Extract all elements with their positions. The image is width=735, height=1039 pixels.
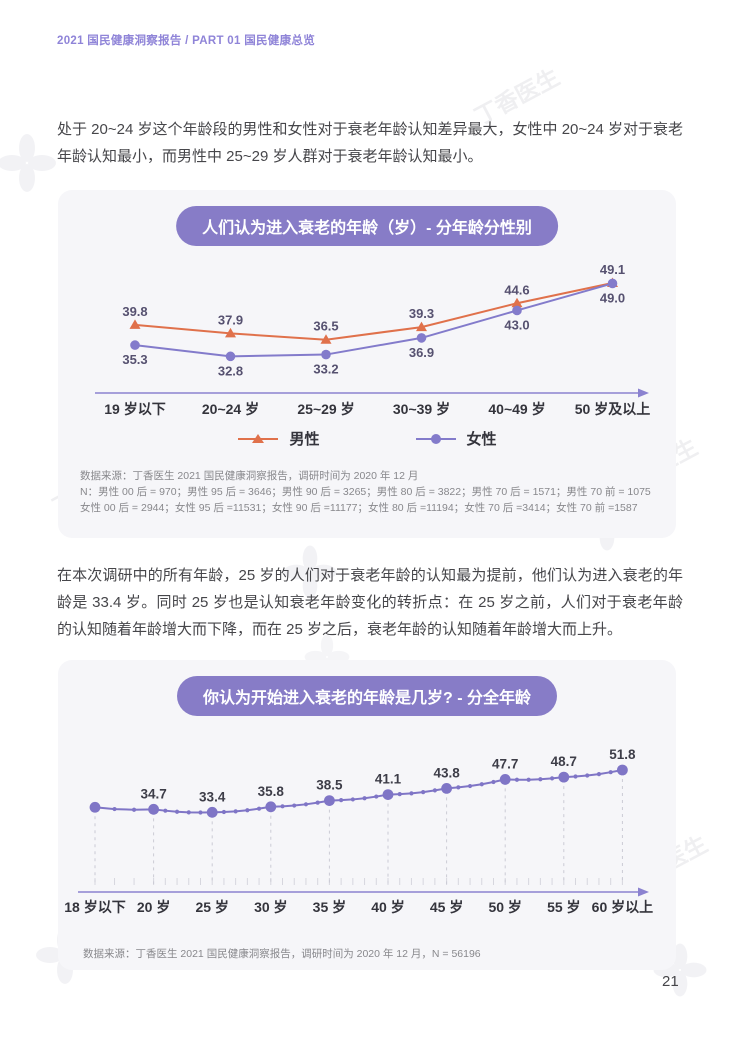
source-line: 女性 00 后 = 2944；女性 95 后 =11531；女性 90 后 =1… (80, 502, 638, 514)
svg-text:38.5: 38.5 (316, 778, 343, 793)
svg-text:35.3: 35.3 (122, 352, 147, 367)
svg-text:41.1: 41.1 (375, 772, 402, 787)
chart-title-badge: 人们认为进入衰老的年龄（岁）- 分年龄分性别 (176, 206, 558, 246)
legend-item-male: 男性 (237, 428, 320, 449)
svg-text:49.1: 49.1 (600, 262, 625, 277)
line-chart-by-gender: 19 岁以下 20~24 岁 25~29 岁 30~39 岁 40~49 岁 50 岁及以… (95, 262, 650, 417)
legend-item-female: 女性 (415, 428, 497, 449)
svg-text:20~24 岁: 20~24 岁 (202, 401, 259, 417)
svg-text:40~49 岁: 40~49 岁 (488, 401, 545, 417)
svg-text:36.5: 36.5 (313, 319, 338, 334)
intro-paragraph: 处于 20~24 岁这个年龄段的男性和女性对于衰老年龄认知差异最大，女性中 20… (57, 121, 683, 165)
svg-text:39.3: 39.3 (409, 306, 434, 321)
male-series-marker-icon (238, 433, 279, 443)
data-source-notes: 数据来源：丁香医生 2021 国民健康洞察报告，调研时间为 2020 年 12 … (80, 468, 662, 516)
svg-text:50 岁及以上: 50 岁及以上 (575, 401, 650, 417)
flower-watermark-icon (0, 134, 56, 192)
svg-text:35.8: 35.8 (258, 784, 285, 799)
legend-label-female: 女性 (466, 431, 497, 448)
svg-text:33.2: 33.2 (313, 362, 338, 377)
svg-text:18 岁以下: 18 岁以下 (64, 899, 125, 915)
svg-text:44.6: 44.6 (504, 282, 529, 297)
chart-card-all-ages: 你认为开始进入衰老的年龄是几岁? - 分全年龄 34.7 33.4 35.8 38.5… (58, 660, 676, 970)
svg-text:33.4: 33.4 (199, 789, 226, 804)
svg-text:43.8: 43.8 (433, 765, 460, 780)
svg-text:30~39 岁: 30~39 岁 (393, 401, 450, 417)
svg-text:34.7: 34.7 (140, 786, 166, 801)
svg-text:35 岁: 35 岁 (313, 899, 346, 915)
page-number: 21 (662, 973, 679, 990)
svg-text:40 岁: 40 岁 (371, 899, 404, 915)
svg-text:36.9: 36.9 (409, 345, 434, 360)
legend-label-male: 男性 (289, 431, 320, 448)
svg-text:25~29 岁: 25~29 岁 (297, 401, 354, 417)
svg-text:50 岁: 50 岁 (488, 899, 521, 915)
svg-text:47.7: 47.7 (492, 756, 518, 771)
source-line: N：男性 00 后 = 970；男性 95 后 = 3646；男性 90 后 =… (80, 486, 651, 498)
svg-text:55 岁: 55 岁 (547, 899, 580, 915)
svg-text:19 岁以下: 19 岁以下 (104, 401, 165, 417)
chart-title-badge: 你认为开始进入衰老的年龄是几岁? - 分全年龄 (177, 676, 557, 716)
breadcrumb: 2021 国民健康洞察报告 / PART 01 国民健康总览 (57, 35, 315, 47)
svg-text:20 岁: 20 岁 (137, 899, 170, 915)
svg-text:37.9: 37.9 (218, 312, 243, 327)
svg-text:32.8: 32.8 (218, 363, 243, 378)
female-series-marker-icon (415, 433, 456, 444)
chart-card-by-gender: 人们认为进入衰老的年龄（岁）- 分年龄分性别 19 岁以下 20~24 岁 25~2… (58, 190, 676, 538)
svg-text:48.7: 48.7 (551, 754, 577, 769)
svg-text:25 岁: 25 岁 (195, 899, 228, 915)
source-line: 数据来源：丁香医生 2021 国民健康洞察报告，调研时间为 2020 年 12 … (80, 470, 419, 482)
svg-text:49.0: 49.0 (600, 290, 625, 305)
data-source-note: 数据来源：丁香医生 2021 国民健康洞察报告，调研时间为 2020 年 12 … (83, 948, 481, 960)
chart-legend: 男性 女性 (58, 428, 676, 449)
svg-text:45 岁: 45 岁 (430, 899, 463, 915)
svg-text:30 岁: 30 岁 (254, 899, 287, 915)
svg-text:51.8: 51.8 (609, 747, 636, 762)
line-chart-all-ages: 34.7 33.4 35.8 38.5 41.1 43.8 47.7 48.7 51.8 18 岁… (64, 747, 653, 915)
svg-text:43.0: 43.0 (504, 317, 529, 332)
svg-text:60 岁以上: 60 岁以上 (592, 899, 653, 915)
analysis-paragraph: 在本次调研中的所有年龄，25 岁的人们对于衰老年龄的认知最为提前，他们认为进入衰… (57, 567, 683, 638)
svg-text:39.8: 39.8 (122, 304, 147, 319)
